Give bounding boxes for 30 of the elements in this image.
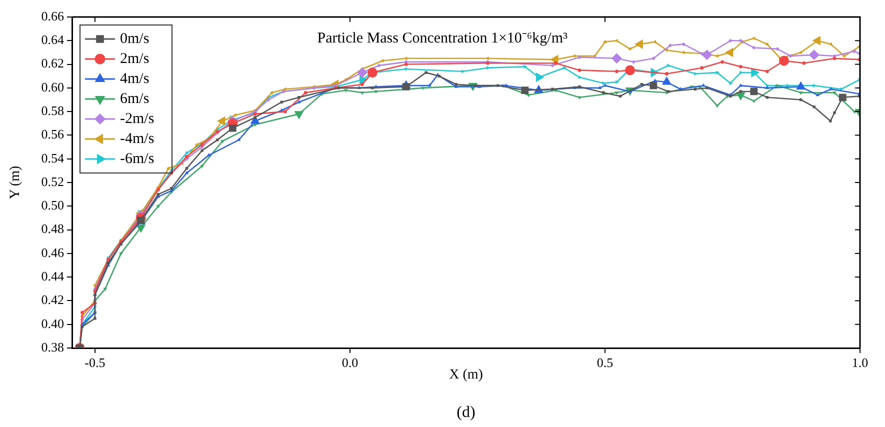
- legend-label: 4m/s: [120, 70, 150, 87]
- legend-label: -6m/s: [120, 150, 154, 167]
- y-tick-label: 0.58: [41, 102, 64, 118]
- x-tick-label: 0.0: [342, 355, 358, 370]
- text: Particle Mass Concentration 1×10⁻⁶kg/m³: [317, 30, 568, 46]
- legend-label: -2m/s: [120, 110, 154, 127]
- legend-label: 6m/s: [120, 90, 150, 107]
- y-axis-title: Y (m): [8, 166, 24, 200]
- legend-label: 0m/s: [120, 30, 150, 47]
- x-tick-label: -0.5: [84, 355, 106, 370]
- x-axis-title: X (m): [449, 367, 484, 382]
- y-tick-label: 0.52: [41, 174, 64, 189]
- y-tick-label: 0.66: [41, 8, 64, 24]
- legend-label: 2m/s: [120, 50, 150, 67]
- y-tick-label: 0.46: [41, 244, 64, 260]
- y-tick-label: 0.42: [41, 292, 64, 308]
- legend-label: -4m/s: [120, 130, 154, 147]
- y-tick-label: 0.64: [41, 32, 64, 48]
- x-tick-label: 0.5: [596, 355, 614, 370]
- y-tick-label: 0.40: [41, 316, 64, 331]
- y-tick-label: 0.44: [41, 268, 64, 284]
- y-tick-label: 0.60: [41, 79, 64, 94]
- x-tick-label: 1.0: [852, 355, 868, 370]
- text: (d): [456, 404, 476, 422]
- y-tick-label: 0.54: [41, 150, 64, 166]
- y-tick-label: 0.50: [41, 198, 64, 213]
- y-tick-label: 0.56: [41, 126, 64, 142]
- y-tick-label: 0.38: [41, 339, 64, 354]
- y-tick-label: 0.48: [41, 221, 64, 236]
- y-tick-label: 0.62: [41, 56, 64, 71]
